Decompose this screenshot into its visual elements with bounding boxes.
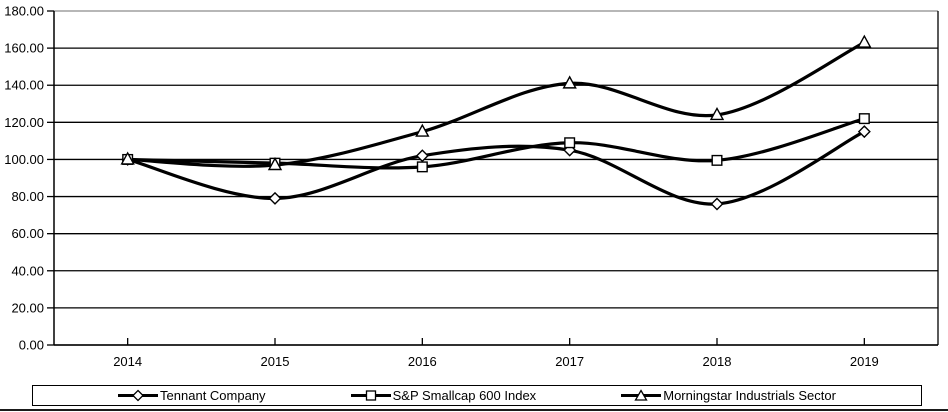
svg-text:40.00: 40.00 [11,263,44,278]
svg-text:100.00: 100.00 [4,152,44,167]
legend-label-morningstar-industrials: Morningstar Industrials Sector [663,388,836,403]
svg-text:20.00: 20.00 [11,300,44,315]
line-chart-plot-area: 180.00 160.00 140.00 120.00 100.00 80.00 60.00… [4,4,939,369]
square-series-marker-icon [350,390,391,401]
svg-text:2019: 2019 [850,354,879,369]
legend-item-tennant-company: Tennant Company [118,388,266,403]
svg-text:2016: 2016 [408,354,437,369]
svg-text:120.00: 120.00 [4,115,44,130]
legend-label-tennant-company: Tennant Company [160,388,266,403]
svg-text:2018: 2018 [703,354,732,369]
svg-text:2015: 2015 [261,354,290,369]
legend-item-sp-smallcap-600: S&P Smallcap 600 Index [350,388,537,403]
legend-label-sp-smallcap-600: S&P Smallcap 600 Index [392,388,537,403]
triangle-series-marker-icon [621,389,662,401]
diamond-series-marker-icon [118,389,159,402]
bottom-border-line [0,409,948,411]
svg-text:0.00: 0.00 [19,338,44,353]
svg-text:2014: 2014 [113,354,142,369]
chart-legend: Tennant Company S&P Smallcap 600 Index M… [32,385,922,406]
svg-text:80.00: 80.00 [11,189,44,204]
svg-text:2017: 2017 [555,354,584,369]
svg-text:60.00: 60.00 [11,226,44,241]
svg-text:160.00: 160.00 [4,41,44,56]
legend-item-morningstar-industrials: Morningstar Industrials Sector [621,388,836,403]
svg-text:180.00: 180.00 [4,4,44,19]
svg-text:140.00: 140.00 [4,78,44,93]
